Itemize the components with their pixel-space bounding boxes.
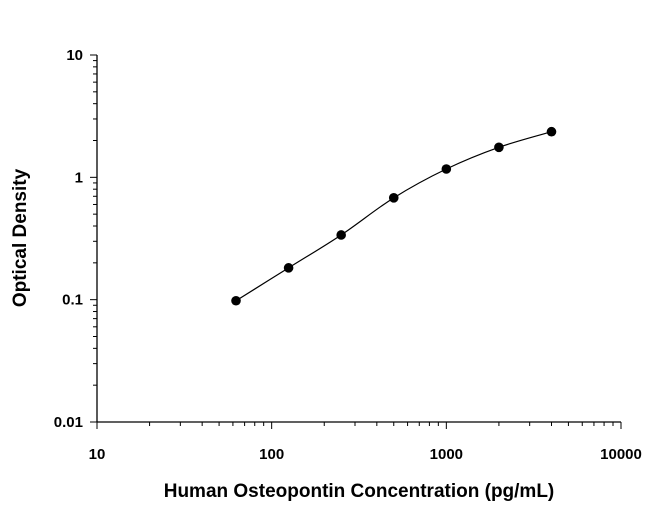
fit-curve <box>235 131 552 302</box>
x-tick-label: 100 <box>259 446 284 463</box>
x-tick-label: 10 <box>89 446 106 463</box>
y-tick-label: 0.01 <box>54 414 83 431</box>
y-tick-label: 0.1 <box>62 292 83 309</box>
data-point <box>441 164 452 174</box>
axis-ticks: 0.01 0.1 1 10 10 100 1000 10000 <box>54 47 642 463</box>
data-point <box>494 142 504 153</box>
y-tick-label: 10 <box>66 47 83 64</box>
data-point <box>231 295 241 306</box>
fit-curve-layer <box>235 131 552 302</box>
x-axis-title: Human Osteopontin Concentration (pg/mL) <box>164 481 555 502</box>
data-point <box>546 126 557 137</box>
x-tick-label: 10000 <box>600 446 642 463</box>
data-point <box>283 263 294 273</box>
data-point <box>336 230 346 240</box>
axes <box>96 55 621 423</box>
y-tick-label: 1 <box>75 169 83 186</box>
data-point <box>388 193 399 203</box>
data-points <box>231 126 557 306</box>
x-tick-label: 1000 <box>430 446 463 463</box>
y-axis-title: Optical Density <box>10 168 31 307</box>
